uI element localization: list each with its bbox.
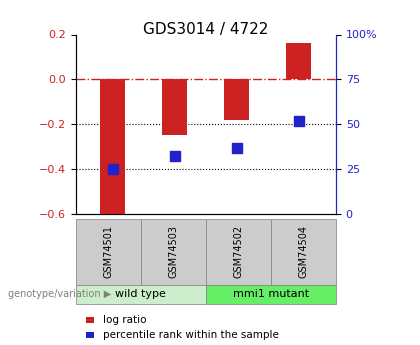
Text: GSM74504: GSM74504 [299, 225, 308, 278]
Text: percentile rank within the sample: percentile rank within the sample [103, 330, 279, 339]
Text: GSM74503: GSM74503 [168, 225, 178, 278]
Point [295, 118, 302, 124]
Bar [286, 43, 311, 79]
Text: GSM74502: GSM74502 [234, 225, 243, 278]
Point [171, 154, 178, 159]
Text: wild type: wild type [115, 289, 166, 299]
Bar [100, 79, 125, 214]
Point [110, 166, 116, 172]
Point [234, 145, 240, 150]
Bar [163, 79, 187, 136]
Text: GSM74501: GSM74501 [103, 225, 113, 278]
Text: log ratio: log ratio [103, 315, 147, 325]
Text: mmi1 mutant: mmi1 mutant [233, 289, 309, 299]
Text: genotype/variation ▶: genotype/variation ▶ [8, 289, 112, 299]
Text: GDS3014 / 4722: GDS3014 / 4722 [143, 22, 268, 37]
Bar [224, 79, 249, 120]
